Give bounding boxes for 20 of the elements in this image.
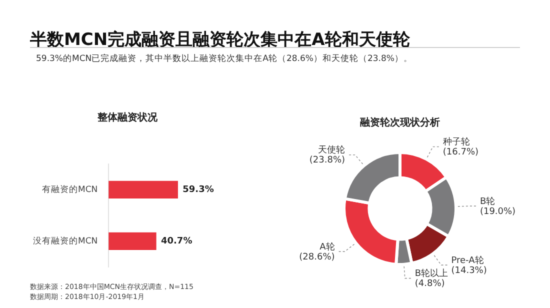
data-label: (19.0%) <box>480 206 516 217</box>
data-label: 59.3% <box>182 185 214 196</box>
y-tick-label: 有融资的MCN <box>42 184 98 195</box>
data-label: (23.8%) <box>309 156 346 166</box>
slice-label: Pre-A轮 <box>451 254 484 266</box>
chart-title: 融资轮次现状分析 <box>360 116 440 129</box>
data-label: (14.3%) <box>451 266 487 276</box>
y-tick-label: 没有融资的MCN <box>32 235 98 246</box>
data-label: 40.7% <box>160 236 192 247</box>
slice-label: 天使轮 <box>318 144 346 156</box>
data-label: (28.6%) <box>299 252 335 262</box>
slice-label: A轮 <box>320 241 335 252</box>
text: 半数MCN完成融资且融资轮次集中在A轮和天使轮 <box>30 29 410 51</box>
slice-label: B轮以上 <box>414 268 448 280</box>
chart-title: 整体融资状况 <box>96 112 158 124</box>
slice-label: 种子轮 <box>442 136 470 148</box>
text: 59.3%的MCN已完成融资，其中半数以上融资轮次集中在A轮（28.6%）和天使轮（23.8%）。 <box>36 53 412 65</box>
slice-label: B轮 <box>480 196 496 207</box>
data-label: (4.8%) <box>414 279 445 290</box>
data-label: (16.7%) <box>442 148 479 158</box>
